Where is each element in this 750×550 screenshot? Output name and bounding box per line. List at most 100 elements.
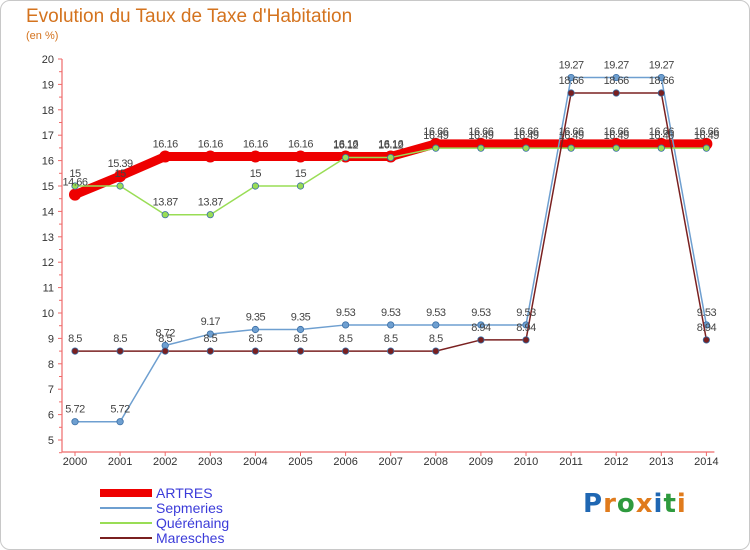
legend-label: ARTRES: [156, 485, 213, 501]
data-label-artres: 16.16: [153, 139, 178, 151]
data-point-sepmeries: [612, 73, 620, 82]
data-point-sepmeries: [116, 418, 124, 426]
data-point-querenaing: [206, 211, 214, 219]
x-tick-label: 2010: [514, 456, 538, 468]
data-point-maresches: [432, 347, 440, 355]
data-point-querenaing: [432, 144, 440, 152]
data-label-querenaing: 13.87: [198, 197, 223, 209]
data-point-maresches: [477, 336, 485, 344]
data-label-maresches: 8.5: [68, 333, 82, 345]
data-label-sepmeries: 9.35: [246, 312, 266, 324]
data-label-artres: 16.66: [423, 126, 448, 138]
data-label-querenaing: 16.49: [468, 130, 493, 142]
data-point-querenaing: [341, 153, 350, 162]
y-tick-label: 5: [48, 435, 54, 447]
data-point-querenaing: [387, 153, 395, 162]
chart-title: Evolution du Taux de Taxe d'Habitation: [26, 6, 353, 27]
data-label-maresches: 8.5: [294, 333, 308, 345]
data-point-querenaing: [477, 144, 485, 152]
data-point-maresches: [161, 347, 169, 355]
data-label-sepmeries: 19.27: [559, 60, 584, 72]
data-label-sepmeries: 5.72: [110, 404, 130, 416]
x-tick-label: 2013: [649, 456, 673, 468]
data-point-maresches: [116, 347, 124, 355]
data-point-artres: [69, 188, 81, 201]
data-point-sepmeries: [251, 325, 259, 334]
y-tick-label: 17: [42, 130, 54, 142]
data-label-maresches: 18.66: [604, 75, 629, 87]
data-point-artres: [159, 150, 172, 163]
data-label-artres: 16.16: [243, 139, 268, 151]
data-label-querenaing: 15: [114, 168, 126, 180]
data-point-sepmeries: [432, 321, 440, 329]
y-tick-label: 7: [48, 384, 54, 396]
legend-label: Maresches: [156, 530, 225, 546]
y-tick-label: 16: [42, 156, 54, 168]
data-label-querenaing: 13.87: [153, 197, 178, 209]
data-point-maresches: [296, 347, 305, 355]
data-label-maresches: 8.5: [384, 333, 398, 345]
y-tick-label: 10: [42, 308, 54, 320]
data-label-maresches: 8.5: [113, 333, 127, 345]
data-point-maresches: [702, 336, 711, 344]
data-point-artres: [294, 150, 307, 163]
x-tick-label: 2007: [378, 456, 402, 468]
data-point-maresches: [612, 89, 620, 97]
data-point-artres: [249, 150, 262, 163]
logo-letter: i: [653, 489, 664, 519]
data-point-maresches: [251, 347, 259, 355]
data-label-querenaing: 16.49: [649, 130, 674, 142]
data-label-maresches: 18.66: [649, 75, 674, 87]
data-label-querenaing: 16.49: [423, 130, 448, 142]
y-tick-label: 15: [42, 181, 54, 193]
data-point-sepmeries: [296, 325, 305, 334]
data-point-querenaing: [161, 211, 169, 219]
data-label-querenaing: 15: [69, 168, 81, 180]
data-label-maresches: 8.94: [471, 322, 491, 334]
logo-letter: x: [635, 489, 654, 519]
data-label-sepmeries: 9.53: [471, 307, 491, 319]
x-tick-label: 2002: [153, 456, 177, 468]
data-label-maresches: 18.66: [559, 75, 584, 87]
data-label-artres: 16.16: [333, 139, 358, 151]
legend-label: Sepmeries: [156, 500, 223, 516]
data-point-querenaing: [522, 144, 530, 152]
legend-swatch: [100, 507, 152, 509]
x-tick-label: 2014: [694, 456, 718, 468]
data-point-artres: [204, 150, 217, 163]
x-tick-label: 2006: [333, 456, 357, 468]
data-label-querenaing: 16.12: [333, 140, 358, 152]
x-tick-label: 2003: [198, 456, 222, 468]
y-tick-label: 13: [42, 232, 54, 244]
x-tick-label: 2004: [243, 456, 267, 468]
data-label-querenaing: 16.12: [378, 140, 403, 152]
data-label-artres: 16.66: [694, 126, 719, 138]
proxiti-logo: Proxiti: [583, 489, 687, 519]
data-label-querenaing: 16.49: [694, 130, 719, 142]
data-point-sepmeries: [477, 321, 485, 329]
logo-letter: P: [583, 489, 604, 519]
x-tick-label: 2001: [108, 456, 132, 468]
data-label-artres: 16.16: [198, 139, 223, 151]
data-label-maresches: 8.5: [429, 333, 443, 345]
data-label-querenaing: 16.49: [559, 130, 584, 142]
data-label-artres: 16.66: [559, 126, 584, 138]
logo-letter: r: [603, 489, 617, 519]
data-label-maresches: 8.94: [697, 322, 717, 334]
data-label-sepmeries: 9.17: [201, 316, 221, 328]
logo-letter: o: [616, 489, 636, 519]
x-tick-label: 2009: [469, 456, 493, 468]
data-label-artres: 16.66: [513, 126, 538, 138]
data-point-sepmeries: [206, 330, 214, 338]
x-tick-label: 2008: [424, 456, 448, 468]
data-point-sepmeries: [341, 321, 350, 329]
legend-label: Quérénaing: [156, 515, 230, 531]
data-label-sepmeries: 8.72: [155, 328, 175, 340]
data-label-sepmeries: 9.53: [697, 307, 717, 319]
data-label-maresches: 8.5: [203, 333, 217, 345]
data-point-maresches: [387, 347, 395, 355]
x-tick-label: 2011: [559, 456, 583, 468]
y-axis-unit-label: (en %): [26, 30, 59, 42]
